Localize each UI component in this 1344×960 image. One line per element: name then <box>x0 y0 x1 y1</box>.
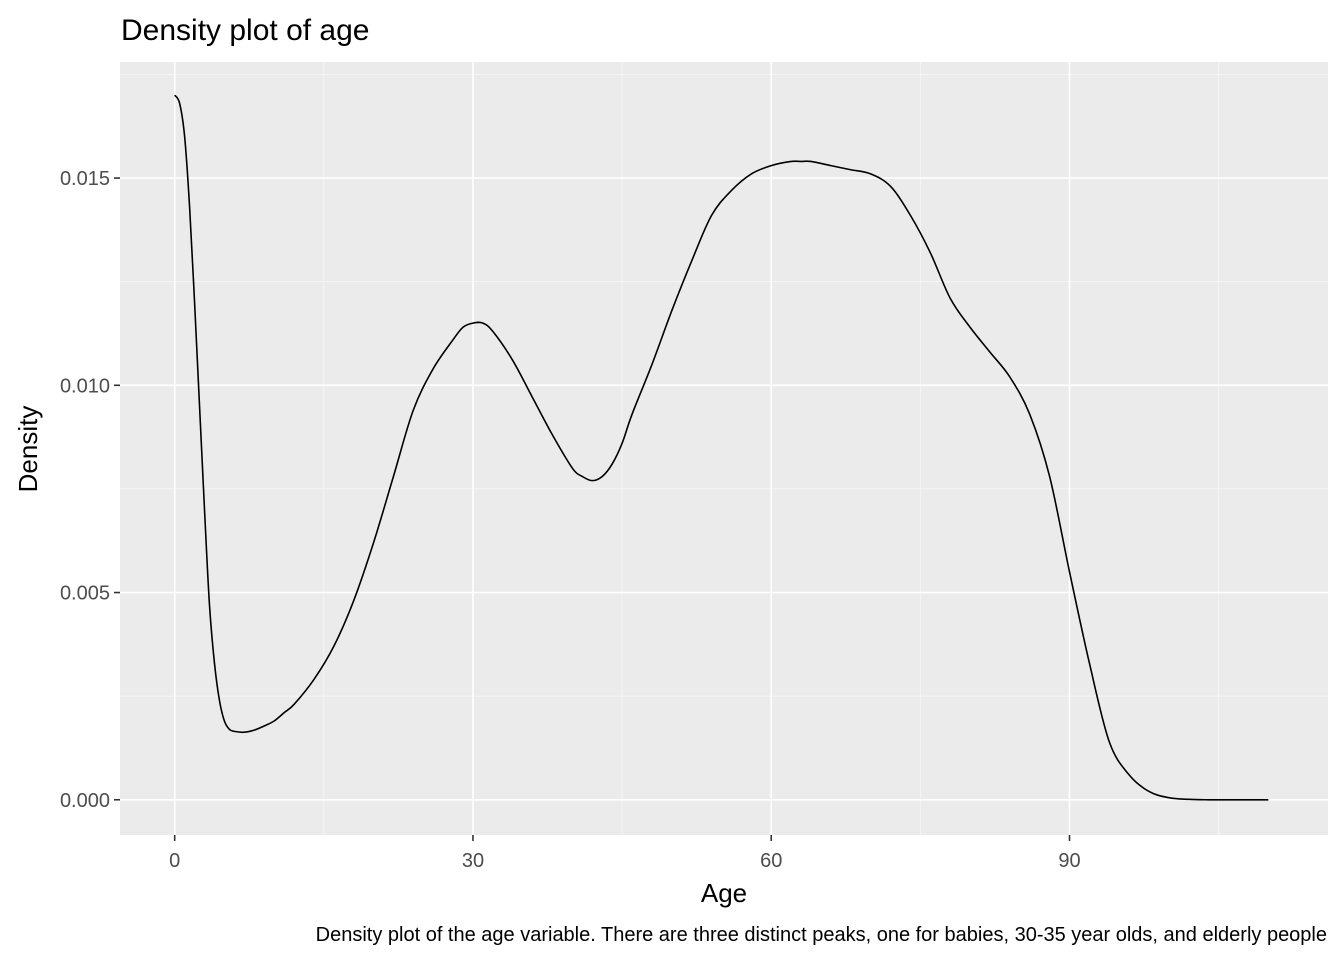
x-tick-label: 60 <box>760 850 782 872</box>
x-axis-ticks: 0 30 60 90 <box>169 835 1081 872</box>
x-axis-title: Age <box>701 878 747 908</box>
y-axis-ticks: 0.000 0.005 0.010 0.015 <box>60 168 120 812</box>
chart-title: Density plot of age <box>121 14 369 47</box>
chart-caption: Density plot of the age variable. There … <box>316 924 1327 946</box>
y-tick-label: 0.005 <box>60 583 110 605</box>
y-tick-label: 0.010 <box>60 375 110 397</box>
y-tick-label: 0.015 <box>60 168 110 190</box>
x-tick-label: 90 <box>1058 850 1080 872</box>
y-axis-title: Density <box>13 406 43 493</box>
major-gridlines <box>120 62 1328 835</box>
density-curve <box>173 94 1269 801</box>
minor-gridlines <box>120 62 1328 835</box>
x-tick-label: 0 <box>169 850 180 872</box>
y-tick-label: 0.000 <box>60 790 110 812</box>
x-tick-label: 30 <box>462 850 484 872</box>
plot-panel <box>120 62 1328 835</box>
